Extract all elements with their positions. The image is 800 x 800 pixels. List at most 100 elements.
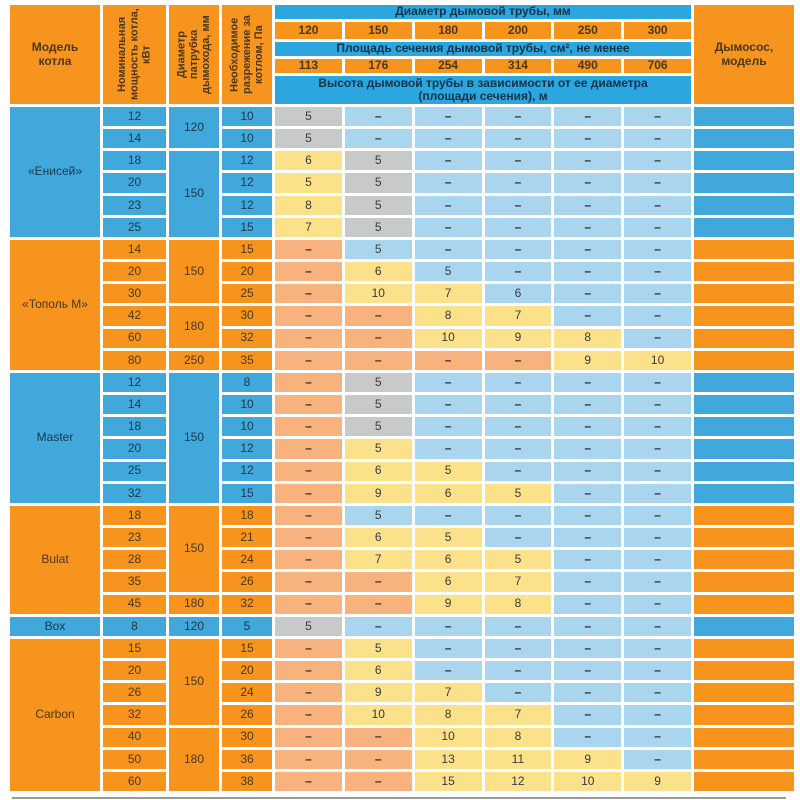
height-cell: – xyxy=(344,306,412,326)
height-cell: – xyxy=(624,239,691,260)
height-cell: – xyxy=(554,239,622,260)
height-cell: – xyxy=(554,151,622,171)
height-cell: – xyxy=(624,107,691,127)
exhauster-cell xyxy=(694,616,794,636)
draft-cell: 15 xyxy=(222,638,272,659)
height-cell: – xyxy=(275,328,342,348)
draft-cell: 24 xyxy=(222,550,272,570)
height-cell: – xyxy=(275,350,342,370)
height-cell: – xyxy=(624,328,691,348)
height-cell: – xyxy=(275,505,342,526)
height-cell: 7 xyxy=(414,683,482,703)
height-cell: – xyxy=(484,107,552,127)
power-cell: 28 xyxy=(103,550,166,570)
height-cell: – xyxy=(624,594,691,614)
height-cell: – xyxy=(624,550,691,570)
power-cell: 80 xyxy=(103,350,166,370)
header-area-314: 314 xyxy=(484,59,552,73)
power-cell: 50 xyxy=(103,749,166,769)
power-cell: 60 xyxy=(103,771,166,791)
height-cell: – xyxy=(275,239,342,260)
draft-cell: 15 xyxy=(222,239,272,260)
height-cell: – xyxy=(344,350,412,370)
draft-cell: 10 xyxy=(222,395,272,415)
model-cell: Carbon xyxy=(10,638,100,791)
height-cell: – xyxy=(484,129,552,149)
header-diameter-200: 200 xyxy=(484,22,552,39)
height-cell: – xyxy=(344,328,412,348)
draft-cell: 8 xyxy=(222,372,272,393)
height-cell: – xyxy=(414,505,482,526)
height-cell: – xyxy=(275,417,342,437)
height-cell: – xyxy=(275,262,342,282)
height-cell: – xyxy=(554,705,622,725)
draft-cell: 12 xyxy=(222,195,272,215)
exhauster-cell xyxy=(694,395,794,415)
height-cell: – xyxy=(554,439,622,459)
draft-cell: 12 xyxy=(222,151,272,171)
height-cell: – xyxy=(624,262,691,282)
height-cell: 6 xyxy=(344,528,412,548)
page-bottom-rule xyxy=(12,797,786,799)
header-area-254: 254 xyxy=(414,59,482,73)
power-cell: 40 xyxy=(103,727,166,747)
header-boiler-model: Модель котла xyxy=(10,5,100,104)
height-cell: – xyxy=(344,727,412,747)
height-cell: 6 xyxy=(344,461,412,481)
exhauster-cell xyxy=(694,638,794,659)
height-cell: – xyxy=(344,129,412,149)
outlet-diameter-cell: 180 xyxy=(169,727,219,791)
exhauster-cell xyxy=(694,749,794,769)
draft-cell: 12 xyxy=(222,461,272,481)
height-cell: – xyxy=(344,749,412,769)
draft-cell: 36 xyxy=(222,749,272,769)
power-cell: 32 xyxy=(103,705,166,725)
height-cell: – xyxy=(484,217,552,237)
height-cell: – xyxy=(275,683,342,703)
height-cell: 7 xyxy=(344,550,412,570)
power-cell: 14 xyxy=(103,239,166,260)
power-cell: 23 xyxy=(103,195,166,215)
header-height-band: Высота дымовой трубы в зависимости от ее… xyxy=(275,76,691,104)
height-cell: 15 xyxy=(414,771,482,791)
power-cell: 14 xyxy=(103,129,166,149)
height-cell: – xyxy=(344,771,412,791)
exhauster-cell xyxy=(694,217,794,237)
height-cell: 6 xyxy=(484,284,552,304)
power-cell: 23 xyxy=(103,528,166,548)
height-cell: – xyxy=(344,572,412,592)
height-cell: – xyxy=(554,262,622,282)
height-cell: 5 xyxy=(414,528,482,548)
height-cell: – xyxy=(554,217,622,237)
draft-cell: 38 xyxy=(222,771,272,791)
draft-cell: 32 xyxy=(222,594,272,614)
outlet-diameter-cell: 150 xyxy=(169,239,219,304)
height-cell: – xyxy=(554,461,622,481)
height-cell: – xyxy=(554,107,622,127)
exhauster-cell xyxy=(694,683,794,703)
height-cell: – xyxy=(624,129,691,149)
height-cell: 9 xyxy=(624,771,691,791)
exhauster-cell xyxy=(694,572,794,592)
height-cell: 5 xyxy=(344,195,412,215)
height-cell: – xyxy=(414,107,482,127)
draft-cell: 5 xyxy=(222,616,272,636)
height-cell: – xyxy=(554,417,622,437)
height-cell: – xyxy=(624,151,691,171)
height-cell: – xyxy=(484,439,552,459)
header-required-draft: Необходимое разрежение за котлом, Па xyxy=(222,5,272,104)
height-cell: – xyxy=(414,372,482,393)
outlet-diameter-cell: 250 xyxy=(169,350,219,370)
header-diameter-300: 300 xyxy=(624,22,691,39)
draft-cell: 30 xyxy=(222,306,272,326)
power-cell: 30 xyxy=(103,284,166,304)
outlet-diameter-cell: 150 xyxy=(169,505,219,592)
height-cell: – xyxy=(554,372,622,393)
height-cell: 10 xyxy=(414,328,482,348)
height-cell: – xyxy=(414,661,482,681)
height-cell: – xyxy=(275,771,342,791)
power-cell: 18 xyxy=(103,417,166,437)
height-cell: 10 xyxy=(554,771,622,791)
draft-cell: 20 xyxy=(222,262,272,282)
height-cell: 10 xyxy=(414,727,482,747)
